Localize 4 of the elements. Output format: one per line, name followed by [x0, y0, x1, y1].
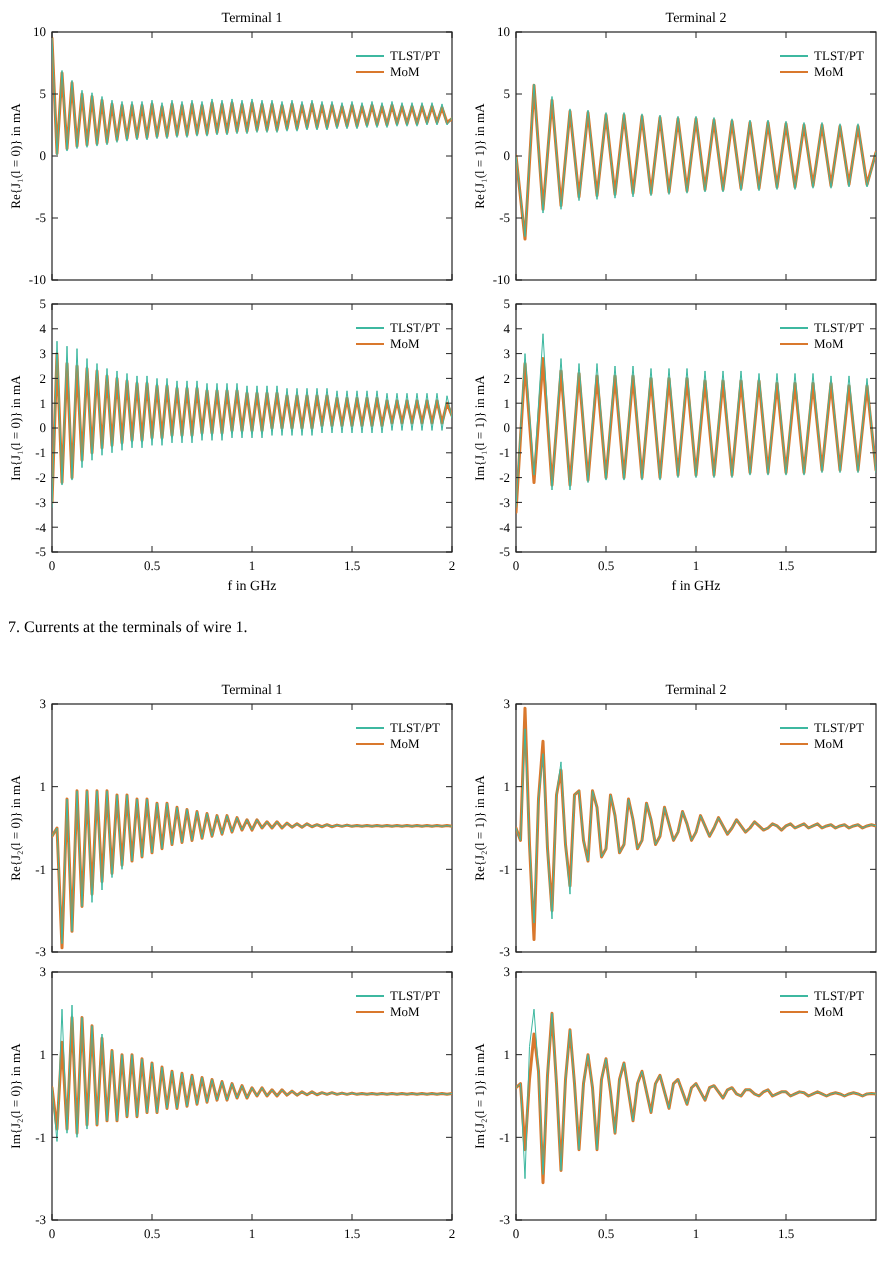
line-series	[516, 706, 876, 942]
text: 7. Currents at the terminals of wire 1.	[8, 618, 248, 636]
line-series	[516, 333, 876, 508]
line-series	[516, 357, 876, 514]
